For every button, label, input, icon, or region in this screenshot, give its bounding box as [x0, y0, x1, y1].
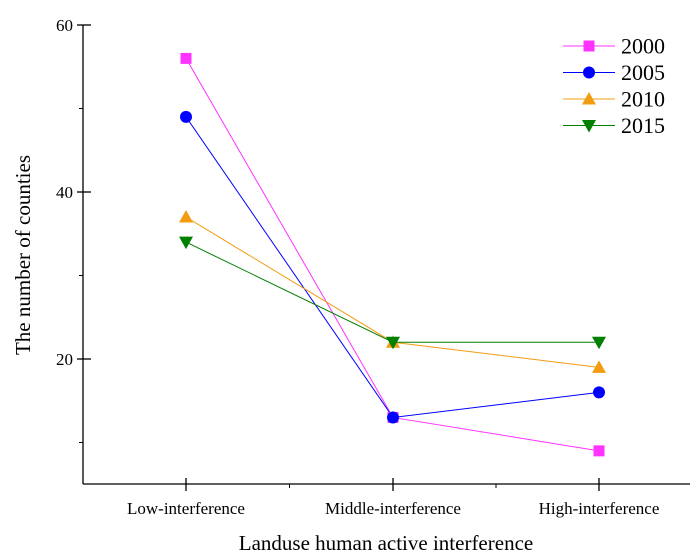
- data-point-2000-0: [180, 52, 192, 64]
- data-point-2000-2: [593, 445, 605, 457]
- y-tick-label: 40: [56, 183, 73, 202]
- legend-label-2005: 2005: [621, 60, 665, 85]
- data-point-2015-2: [592, 336, 606, 350]
- y-ticks: 20 40 60: [56, 16, 91, 443]
- x-tick-label: High-interference: [539, 499, 660, 518]
- y-tick-label: 20: [56, 350, 73, 369]
- data-point-2005-1: [387, 411, 399, 424]
- data-point-2010-2: [592, 360, 606, 373]
- axes: [82, 25, 690, 485]
- data-point-2015-1: [386, 336, 400, 350]
- legend-label-2000: 2000: [621, 34, 665, 59]
- x-tick-label: Middle-interference: [325, 499, 461, 518]
- marker-square: [583, 40, 595, 52]
- data-point-2010-0: [179, 210, 193, 223]
- data-point-2005-2: [593, 386, 605, 399]
- data-point-2015-0: [179, 236, 193, 250]
- y-axis-title: The number of counties: [11, 155, 35, 355]
- x-axis-title: Landuse human active interference: [239, 531, 533, 555]
- marker-circle: [583, 66, 595, 79]
- legend-label-2015: 2015: [621, 113, 665, 138]
- y-tick-label: 60: [56, 16, 73, 35]
- x-ticks: Low-interference Middle-interference High-…: [127, 478, 659, 518]
- plot-area: [179, 52, 606, 457]
- series-line-2015: [185, 241, 599, 343]
- legend-label-2010: 2010: [621, 87, 665, 112]
- marker-triangle-up: [582, 92, 596, 105]
- data-point-2005-0: [180, 110, 192, 123]
- marker-triangle-down: [582, 120, 596, 133]
- x-tick-label: Low-interference: [127, 499, 245, 518]
- series-line-2005: [185, 116, 600, 418]
